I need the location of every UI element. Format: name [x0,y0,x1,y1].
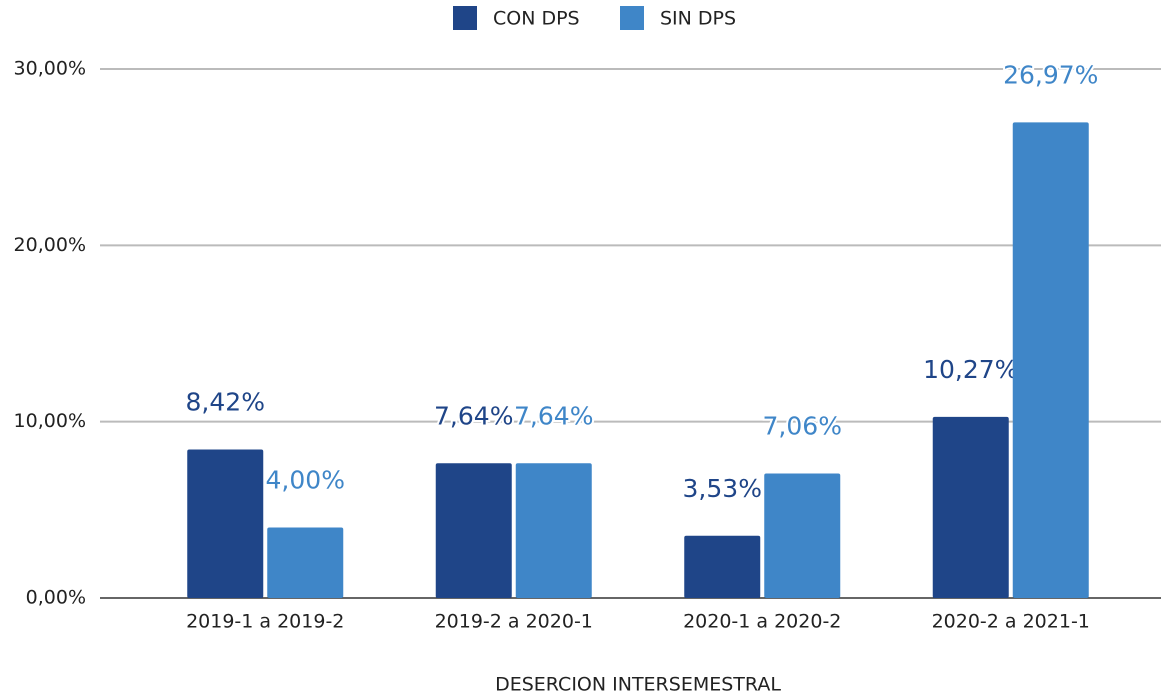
legend-label: CON DPS [493,8,580,30]
value-label: 7,64% [434,401,513,430]
value-label: 7,06% [763,412,842,441]
x-axis-label: DESERCION INTERSEMESTRAL [495,674,781,695]
legend-swatch [453,6,477,30]
x-tick-label: 2020-2 a 2021-1 [932,611,1090,633]
legend-label: SIN DPS [660,8,736,30]
x-tick-label: 2019-2 a 2020-1 [435,611,593,633]
y-tick-label: 0,00% [26,587,86,609]
legend-swatch [620,6,644,30]
x-tick-label: 2020-1 a 2020-2 [683,611,841,633]
value-label: 8,42% [186,388,265,417]
bar [932,416,1009,598]
bar [435,463,512,598]
y-tick-label: 30,00% [14,58,86,80]
bar [187,449,264,598]
y-tick-label: 20,00% [14,234,86,256]
bar [267,527,344,598]
y-tick-label: 10,00% [14,410,86,432]
value-label: 10,27% [923,355,1018,384]
value-label: 3,53% [683,474,762,503]
x-tick-label: 2019-1 a 2019-2 [186,611,344,633]
value-label: 4,00% [266,465,345,494]
bar [684,535,761,598]
bar [1012,122,1089,598]
bar [764,473,841,598]
value-label: 26,97% [1003,60,1098,89]
bar [515,463,592,598]
value-label: 7,64% [514,401,593,430]
